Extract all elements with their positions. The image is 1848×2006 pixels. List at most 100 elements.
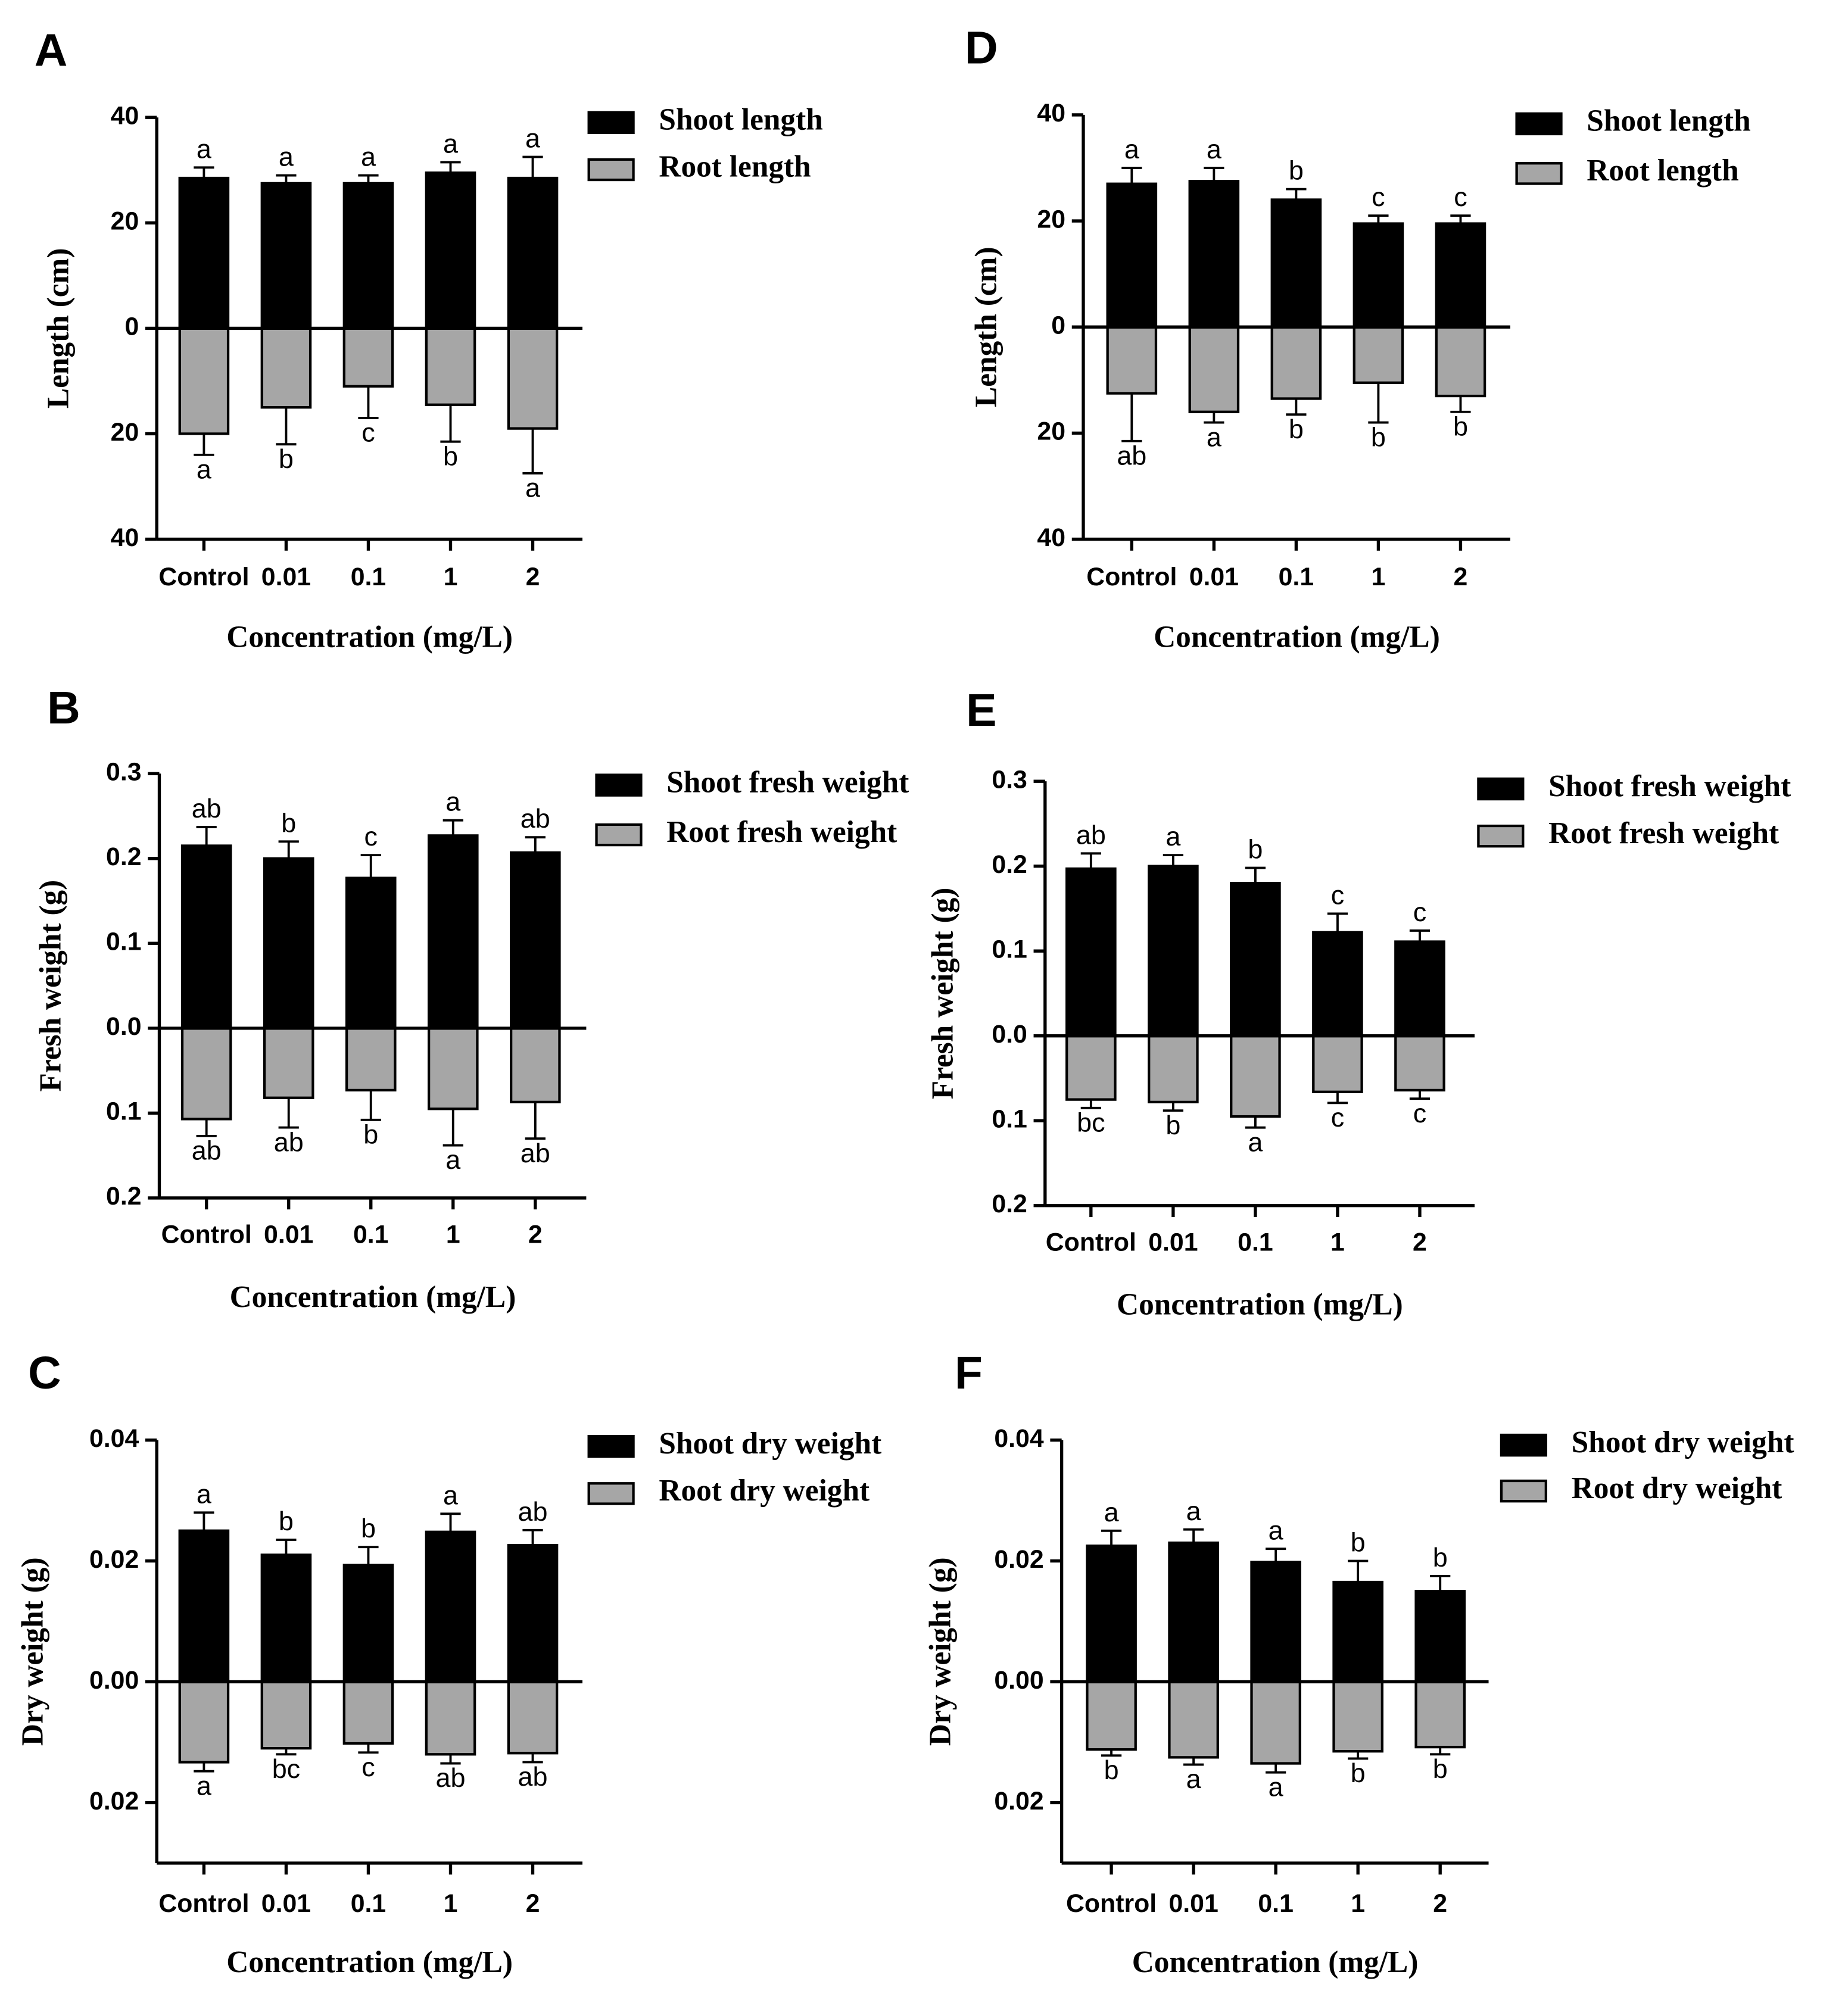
legend-label: Shoot dry weight bbox=[659, 1427, 881, 1461]
bar bbox=[342, 182, 394, 330]
error-bar bbox=[358, 1743, 379, 1754]
y-axis-title: Length (cm) bbox=[42, 248, 76, 409]
bar bbox=[1332, 1680, 1383, 1753]
significance-letter: c bbox=[1413, 897, 1426, 927]
legend-label: Root fresh weight bbox=[1548, 816, 1779, 850]
significance-letter: b bbox=[1104, 1755, 1119, 1785]
error-bar bbox=[196, 1119, 217, 1137]
bar bbox=[1250, 1561, 1301, 1683]
legend-swatch bbox=[587, 1434, 635, 1458]
error-bar bbox=[522, 1528, 543, 1546]
error-bar bbox=[358, 386, 379, 419]
legend-swatch bbox=[587, 111, 635, 135]
significance-letter: b bbox=[1453, 411, 1468, 441]
significance-letter: a bbox=[1207, 134, 1221, 164]
y-tick-label: 20 bbox=[111, 207, 139, 236]
error-bar bbox=[278, 1097, 299, 1129]
bar bbox=[1168, 1541, 1219, 1683]
error-bar bbox=[1409, 1090, 1431, 1100]
y-axis-title: Length (cm) bbox=[969, 247, 1003, 407]
x-tick-label: 1 bbox=[1351, 1889, 1365, 1918]
error-bar bbox=[1286, 188, 1307, 200]
significance-letter: b bbox=[361, 1513, 376, 1543]
error-bar bbox=[1101, 1749, 1122, 1757]
bar bbox=[1353, 326, 1404, 384]
error-bar bbox=[194, 166, 214, 179]
error-bar bbox=[522, 1753, 543, 1764]
error-bar bbox=[360, 1090, 381, 1121]
error-bar bbox=[1080, 852, 1101, 869]
error-bar bbox=[1348, 1751, 1369, 1760]
significance-letter: a bbox=[1186, 1496, 1201, 1526]
y-axis-title: Dry weight (g) bbox=[923, 1557, 957, 1746]
y-tick-label: 0.1 bbox=[992, 1105, 1027, 1134]
y-tick-label: 0.2 bbox=[992, 850, 1027, 879]
y-tick-label: 0.02 bbox=[89, 1787, 139, 1815]
y-tick-label: 20 bbox=[1037, 417, 1065, 446]
x-tick-label: 1 bbox=[444, 563, 458, 591]
significance-letter: a bbox=[1165, 821, 1180, 851]
error-bar bbox=[1450, 396, 1471, 413]
y-tick-label: 0.1 bbox=[106, 928, 141, 956]
bar bbox=[1106, 182, 1158, 329]
error-bar bbox=[1430, 1747, 1451, 1756]
error-bar bbox=[1204, 411, 1224, 424]
significance-letter: a bbox=[443, 129, 458, 159]
bar bbox=[425, 327, 476, 406]
error-bar bbox=[276, 1539, 297, 1555]
significance-letter: b bbox=[1165, 1110, 1180, 1140]
bar bbox=[263, 857, 314, 1030]
bar bbox=[260, 182, 312, 330]
significance-letter: c bbox=[364, 821, 378, 851]
error-bar bbox=[1204, 167, 1224, 182]
significance-letter: c bbox=[1331, 880, 1344, 910]
y-tick-label: 40 bbox=[111, 523, 139, 552]
significance-letter: b bbox=[1248, 834, 1263, 865]
panel-label: A bbox=[35, 25, 68, 76]
bar bbox=[1188, 326, 1240, 413]
bar bbox=[180, 844, 232, 1030]
significance-letter: a bbox=[445, 1144, 460, 1175]
error-bar bbox=[522, 155, 543, 179]
bar bbox=[1394, 940, 1445, 1037]
legend-swatch bbox=[1515, 112, 1563, 136]
y-tick-label: 0.02 bbox=[89, 1545, 139, 1574]
bar bbox=[1250, 1680, 1301, 1765]
bar bbox=[178, 1529, 230, 1683]
y-tick-label: 40 bbox=[1037, 523, 1065, 552]
significance-letter: a bbox=[279, 142, 294, 172]
error-bar bbox=[1368, 382, 1389, 424]
legend-label: Root length bbox=[1587, 154, 1738, 188]
error-bar bbox=[440, 1512, 461, 1532]
x-tick-label: Control bbox=[158, 1889, 249, 1918]
bar bbox=[342, 327, 394, 388]
error-bar bbox=[196, 826, 217, 846]
panel-label: C bbox=[28, 1347, 61, 1399]
bar bbox=[1435, 326, 1486, 398]
y-tick-label: 0 bbox=[1051, 311, 1065, 340]
legend-swatch bbox=[1500, 1433, 1547, 1457]
error-bar bbox=[1266, 1763, 1286, 1774]
error-bar bbox=[1245, 866, 1266, 884]
y-tick-label: 0.04 bbox=[994, 1424, 1043, 1453]
bar bbox=[260, 1553, 312, 1683]
significance-letter: c bbox=[362, 1752, 375, 1782]
x-tick-label: 0.01 bbox=[261, 1889, 311, 1918]
y-axis-title: Fresh weight (g) bbox=[34, 880, 68, 1092]
error-bar bbox=[194, 1511, 214, 1531]
significance-letter: ab bbox=[1117, 440, 1146, 470]
error-bar bbox=[440, 161, 461, 173]
bar bbox=[178, 327, 230, 435]
bar bbox=[342, 1564, 394, 1683]
significance-letter: bc bbox=[1077, 1107, 1105, 1138]
legend-label: Root fresh weight bbox=[666, 815, 897, 849]
bar bbox=[1230, 1034, 1281, 1118]
error-bar bbox=[440, 404, 461, 443]
x-axis-title: Concentration (mg/L) bbox=[1117, 1288, 1403, 1322]
significance-letter: b bbox=[1289, 155, 1304, 186]
error-bar bbox=[1450, 214, 1471, 224]
error-bar bbox=[358, 1546, 379, 1565]
legend-swatch bbox=[587, 1482, 635, 1505]
y-tick-label: 20 bbox=[1037, 205, 1065, 233]
bar bbox=[1065, 867, 1117, 1037]
